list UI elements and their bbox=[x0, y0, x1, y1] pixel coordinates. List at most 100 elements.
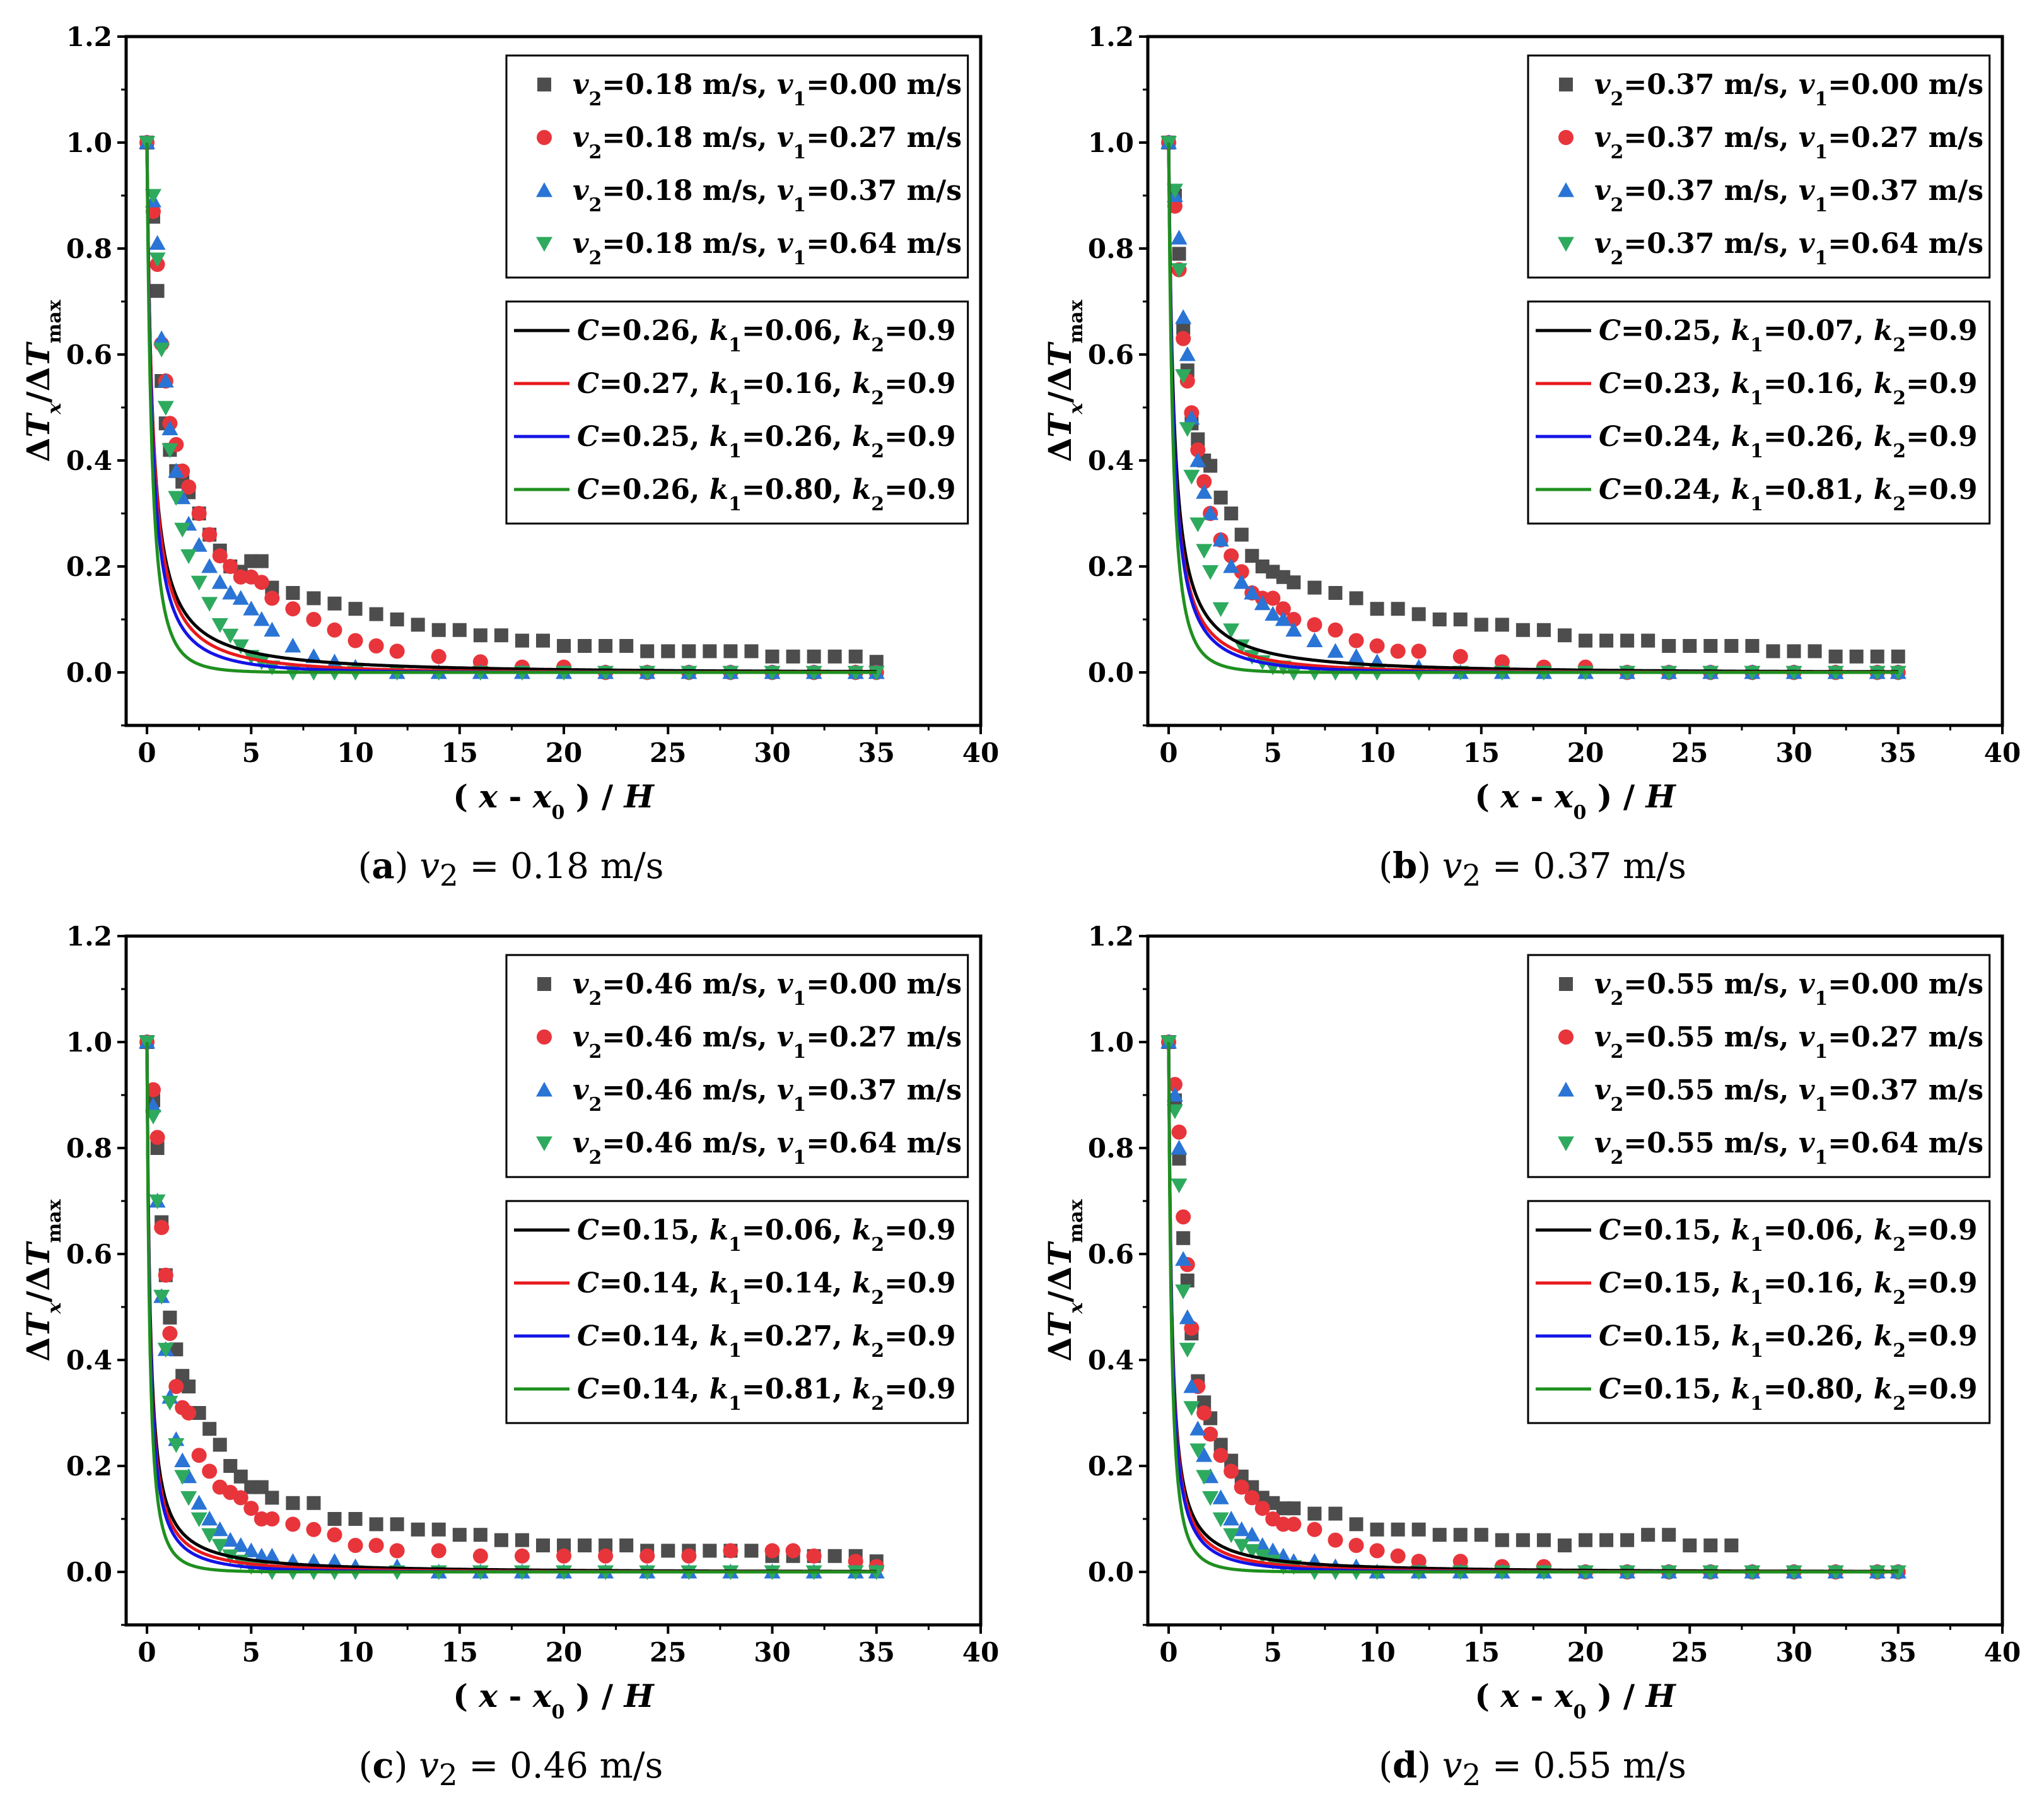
data-point-circle bbox=[848, 1554, 863, 1569]
x-tick-label: 30 bbox=[1775, 1637, 1812, 1668]
data-point-square bbox=[1176, 321, 1191, 335]
data-point-circle bbox=[1196, 1405, 1212, 1421]
data-point-square bbox=[1391, 1522, 1405, 1537]
data-point-circle bbox=[1275, 601, 1291, 617]
data-point-circle bbox=[1411, 643, 1427, 659]
legend-fit-label: C=0.25, k1=0.07, k2=0.9 bbox=[1599, 315, 1978, 356]
legend-series-label: v2=0.18 m/s, v1=0.37 m/s bbox=[573, 175, 962, 216]
data-point-triangle-down bbox=[211, 1538, 228, 1554]
data-point-square bbox=[723, 644, 738, 659]
data-point-circle bbox=[1176, 331, 1191, 346]
data-point-triangle-up bbox=[243, 601, 260, 616]
data-point-circle bbox=[639, 1548, 655, 1564]
legend-fit-label: C=0.26, k1=0.06, k2=0.9 bbox=[577, 315, 956, 356]
data-point-triangle-down bbox=[1171, 1178, 1188, 1193]
data-point-square bbox=[1724, 1538, 1739, 1552]
data-point-triangle-down bbox=[1166, 1104, 1183, 1120]
data-point-triangle-down bbox=[1179, 1342, 1196, 1358]
data-point-triangle-up bbox=[1196, 484, 1213, 499]
y-tick-label: 1.0 bbox=[66, 127, 112, 158]
data-point-square bbox=[1891, 649, 1905, 664]
legend-fit-label: C=0.24, k1=0.26, k2=0.9 bbox=[1599, 421, 1978, 462]
chart-panel-a: 0 5 10 15 20 25 30 35 40 0.0 0.2 0.4 0.6 0.8 1.0 1.2 ( x… bbox=[0, 0, 1022, 900]
legend-fit-label: C=0.14, k1=0.81, k2=0.9 bbox=[577, 1373, 956, 1415]
x-tick-label: 20 bbox=[546, 1637, 582, 1668]
y-tick-label: 1.0 bbox=[1088, 1027, 1134, 1058]
y-tick-label: 0.2 bbox=[66, 1451, 112, 1482]
y-tick-label: 0.8 bbox=[1088, 1133, 1134, 1164]
data-point-triangle-down bbox=[1223, 623, 1240, 638]
data-point-circle bbox=[162, 1326, 178, 1341]
fit-curve-3 bbox=[1167, 142, 1898, 674]
data-point-square bbox=[661, 1544, 675, 1558]
data-point-circle bbox=[202, 527, 218, 542]
data-point-triangle-down bbox=[168, 1438, 185, 1453]
data-point-square bbox=[1370, 1522, 1384, 1537]
legend-marker bbox=[1557, 237, 1574, 252]
data-point-circle bbox=[472, 654, 488, 670]
data-point-triangle-up bbox=[232, 590, 249, 605]
legend-marker bbox=[1557, 182, 1574, 197]
legend-series-label: v2=0.46 m/s, v1=0.64 m/s bbox=[573, 1127, 962, 1169]
data-point-triangle-up bbox=[232, 1537, 249, 1552]
plot-frame bbox=[1146, 934, 2004, 1627]
data-point-square bbox=[307, 1496, 321, 1510]
legend-marker bbox=[1558, 130, 1574, 145]
x-tick-label: 15 bbox=[441, 737, 478, 768]
y-tick-label: 0.2 bbox=[1088, 551, 1134, 582]
x-tick-label: 40 bbox=[962, 737, 999, 768]
y-tick-label: 0.4 bbox=[1088, 445, 1134, 476]
legend-marker bbox=[537, 78, 551, 91]
data-point-triangle-up bbox=[326, 1553, 343, 1568]
data-point-circle bbox=[389, 643, 405, 659]
data-point-triangle-up bbox=[1171, 230, 1188, 245]
data-point-circle bbox=[285, 1516, 301, 1532]
data-point-square bbox=[1245, 549, 1259, 563]
data-point-triangle-up bbox=[1264, 606, 1282, 621]
legend-series-label: v2=0.46 m/s, v1=0.37 m/s bbox=[573, 1074, 962, 1116]
data-point-circle bbox=[347, 633, 363, 648]
data-point-triangle-up bbox=[201, 558, 218, 573]
data-point-square bbox=[175, 1369, 190, 1383]
caption-var: v bbox=[1442, 1745, 1463, 1786]
legend-marker bbox=[535, 1136, 552, 1151]
y-axis-title: ΔTx/ΔTmax bbox=[1041, 1198, 1087, 1361]
data-point-square bbox=[578, 1538, 592, 1552]
legend-marker bbox=[535, 1082, 552, 1097]
data-point-circle bbox=[1223, 1463, 1239, 1479]
x-tick-label: 0 bbox=[1159, 737, 1177, 768]
data-point-triangle-up bbox=[1223, 1511, 1240, 1526]
legend-marker bbox=[1558, 78, 1573, 91]
data-point-circle bbox=[306, 612, 322, 627]
caption-var: v bbox=[419, 846, 440, 887]
data-point-square bbox=[1641, 1528, 1656, 1542]
data-point-square bbox=[286, 1496, 300, 1510]
data-point-square bbox=[286, 586, 300, 600]
data-point-circle bbox=[472, 1548, 488, 1564]
data-point-triangle-up bbox=[157, 373, 174, 388]
x-tick-label: 35 bbox=[1880, 737, 1917, 768]
data-point-square bbox=[1453, 1528, 1468, 1542]
y-axis-title: ΔTx/ΔTmax bbox=[20, 299, 66, 462]
data-point-triangle-down bbox=[190, 575, 207, 591]
legend-series-label: v2=0.55 m/s, v1=0.00 m/s bbox=[1594, 968, 1983, 1010]
legend-fit-label: C=0.15, k1=0.06, k2=0.9 bbox=[1599, 1214, 1978, 1256]
plot-frame bbox=[124, 934, 983, 1627]
data-point-square bbox=[1255, 560, 1270, 573]
data-point-square bbox=[786, 649, 800, 664]
data-point-triangle-up bbox=[1348, 648, 1365, 664]
data-point-circle bbox=[1176, 1209, 1191, 1225]
data-point-circle bbox=[1234, 564, 1249, 580]
legend-fit-label: C=0.23, k1=0.16, k2=0.9 bbox=[1599, 368, 1978, 409]
data-point-square bbox=[244, 1480, 259, 1494]
data-point-triangle-down bbox=[1202, 1491, 1219, 1506]
data-point-triangle-up bbox=[1202, 505, 1219, 520]
data-point-triangle-up bbox=[168, 462, 185, 478]
data-point-triangle-up bbox=[1275, 611, 1292, 626]
data-point-circle bbox=[368, 638, 384, 653]
data-point-square bbox=[1328, 586, 1343, 600]
data-point-triangle-down bbox=[1183, 1401, 1200, 1416]
data-point-triangle-up bbox=[1189, 1421, 1206, 1436]
y-tick-label: 0.6 bbox=[1088, 339, 1134, 370]
data-point-triangle-up bbox=[1306, 632, 1323, 647]
